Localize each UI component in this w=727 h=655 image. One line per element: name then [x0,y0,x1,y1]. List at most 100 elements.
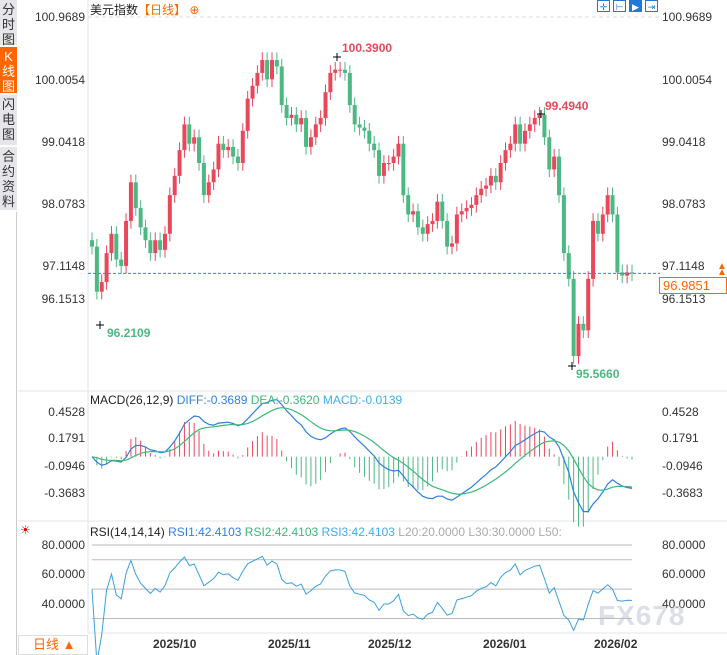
candle-body [235,156,240,164]
candle-body [561,195,566,254]
candle-body [158,240,163,250]
candle-body [138,208,143,228]
range-icon[interactable]: ⊢ [613,0,626,12]
candle-body [109,233,114,254]
candle-body [250,85,255,99]
candle-body [265,60,270,80]
price-tick: 98.0783 [41,197,85,211]
candle-body [99,282,104,292]
candle-body [406,195,411,215]
price-tick: 99.0418 [41,135,85,149]
candle-body [114,233,119,260]
candle-body [342,69,347,73]
candle-body [338,69,343,71]
candle-body [493,175,498,183]
date-tick: 2025/10 [153,637,197,651]
candle-body [605,195,610,215]
candle-body [167,195,172,234]
price-tick-right: 98.0783 [662,197,706,211]
price-tick: 97.1148 [42,259,86,273]
rsi-label: RSI(14,14,14) [90,525,165,539]
macd-tick-right: 0.1791 [662,431,699,445]
macd-label: MACD(26,12,9) [90,393,174,407]
chart-title: 美元指数【日线】 ⊕ [90,1,199,18]
diff-value: DIFF:-0.3689 [176,393,248,407]
candle-body [187,124,192,144]
rsi-tick: 80.0000 [41,538,85,552]
candle-body [94,246,99,292]
candle-body [581,323,586,331]
candle-body [284,105,289,118]
tab-kline[interactable]: K线图 [0,47,17,95]
play-icon[interactable]: ▶ [629,0,642,12]
candle-body [513,124,518,144]
exit-icon[interactable]: ⇥ [645,0,658,12]
candle-body [518,124,523,144]
rsi2-value: RSI2:42.4103 [244,525,319,539]
candle-body [576,323,581,357]
gear-icon[interactable]: ☀ [20,523,31,537]
macd-tick: 0.1791 [48,431,85,445]
tab-contract-info[interactable]: 合约资料 [0,147,17,212]
macd-header: MACD(26,12,9) DIFF:-0.3689 DEA:-0.3620 M… [90,393,402,407]
price-tick: 96.1513 [41,292,85,306]
candle-body [260,60,265,73]
candle-body [479,188,484,196]
candle-body [347,72,352,106]
candle-body [153,240,158,254]
candle-body [245,98,250,131]
candle-body [162,233,167,250]
tab-intraday[interactable]: 分时图 [0,0,17,47]
plus-circle-icon[interactable]: ⊕ [189,3,200,17]
candle-body [488,175,493,186]
candle-body [294,114,299,125]
double-up-arrow-icon[interactable]: ▲ ▲ [717,261,727,278]
tab-flash[interactable]: 闪电图 [0,95,17,147]
candle-body [445,220,450,247]
candle-body [600,214,605,234]
candle-body [197,137,202,164]
candle-body [401,143,406,196]
rsi-header: RSI(14,14,14) RSI1:42.4103 RSI2:42.4103 … [90,525,562,539]
high-marker [333,53,341,61]
candle-body [610,195,615,215]
side-tabs: 分时图 K线图 闪电图 合约资料 [0,0,17,655]
date-tick: 2026/01 [483,637,527,651]
l30-value: L30:30.0000 [468,525,536,539]
candle-body [474,195,479,205]
macd-tick: -0.3683 [44,486,85,500]
candle-body [484,185,489,189]
candle-body [172,175,177,196]
period-select-button[interactable]: 日线 ▲ [18,635,88,655]
low-marker [96,321,104,329]
candle-body [508,143,513,151]
candle-body [425,224,430,234]
candle-body [255,72,260,86]
candle-body [148,240,153,254]
candle-body [226,146,231,151]
candle-body [299,117,304,125]
candle-body [318,117,323,125]
date-tick: 2026/02 [594,637,638,651]
rsi-tick: 40.0000 [41,597,85,611]
low-label: 96.2109 [107,326,151,340]
dea-value: DEA:-0.3620 [250,393,320,407]
candle-body [128,182,133,221]
price-tick: 100.9689 [34,10,85,24]
date-tick: 2025/12 [368,637,412,651]
candle-body [182,124,187,151]
candle-body [333,69,338,73]
macd-tick: -0.0946 [44,459,85,473]
candle-body [143,227,148,241]
crosshair-icon[interactable]: ✛ [597,0,610,12]
rsi1-value: RSI1:42.4103 [168,525,242,539]
macd-value: MACD:-0.0139 [322,393,403,407]
price-tick-right: 96.1513 [662,292,706,306]
candle-body [469,204,474,209]
candle-body [328,72,333,93]
candle-body [104,253,109,283]
candle-body [571,278,576,357]
candle-body [532,117,537,125]
candle-body [124,220,129,266]
